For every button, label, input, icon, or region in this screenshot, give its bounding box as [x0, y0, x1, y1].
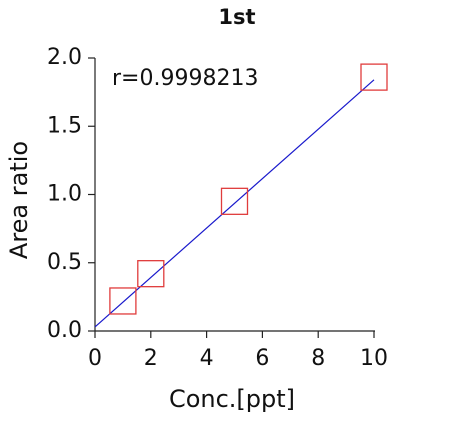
y-tick-label: 2.0 [47, 45, 82, 70]
y-tick-label: 0.5 [47, 250, 82, 275]
fit-line [94, 79, 375, 328]
y-tick-label: 1.5 [47, 113, 82, 138]
point-marker [220, 187, 249, 215]
x-tick-label: 10 [360, 346, 388, 371]
y-axis-label: Area ratio [5, 141, 33, 259]
chart-title: 1st [218, 5, 255, 29]
x-tick-label: 0 [88, 346, 102, 371]
x-tick-label: 4 [200, 346, 214, 371]
point-marker [109, 287, 137, 315]
annotation: r=0.9998213 [112, 66, 258, 91]
x-axis-label: Conc.[ppt] [169, 385, 295, 413]
point-marker [137, 260, 165, 288]
x-tick-label: 2 [144, 346, 158, 371]
y-tick-label: 0.0 [47, 318, 82, 343]
point-marker [360, 63, 388, 91]
x-tick-label: 8 [311, 346, 325, 371]
y-tick-label: 1.0 [47, 182, 82, 207]
x-tick-label: 6 [255, 346, 269, 371]
